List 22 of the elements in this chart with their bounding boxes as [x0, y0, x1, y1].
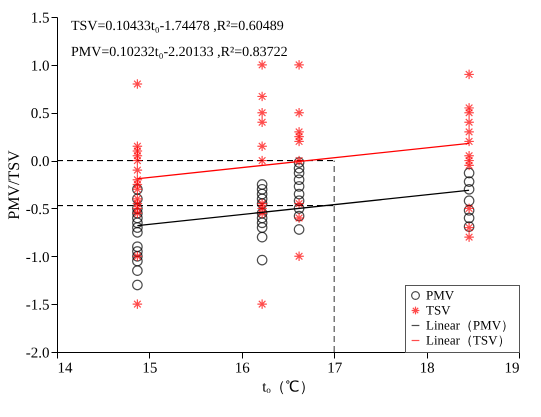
- y-tick-label: -1.5: [26, 298, 50, 314]
- x-axis-title: tₒ（℃）: [262, 380, 315, 396]
- annotation: TSV=0.10433t₀-1.74478 ,R²=0.60489: [71, 19, 284, 34]
- legend-label: Linear（PMV）: [426, 318, 514, 332]
- y-tick-label: 1.0: [30, 58, 50, 74]
- legend-label: PMV: [426, 288, 455, 302]
- annotation: PMV=0.10232t₀-2.20133 ,R²=0.83722: [71, 45, 288, 60]
- y-tick-label: -0.5: [26, 202, 50, 218]
- legend-label: TSV: [426, 302, 452, 318]
- legend-label: Linear（TSV）: [426, 332, 510, 348]
- x-tick-label: 14: [58, 360, 73, 376]
- x-tick-label: 15: [142, 360, 158, 376]
- x-tick-label: 18: [420, 360, 435, 376]
- y-tick-label: 1.5: [30, 10, 50, 26]
- y-tick-label: 0.5: [30, 106, 50, 122]
- y-tick-label: -1.0: [26, 250, 50, 266]
- x-tick-label: 19: [504, 360, 520, 376]
- y-tick-label: -2.0: [26, 346, 50, 362]
- y-tick-label: 0.0: [30, 154, 50, 170]
- x-tick-label: 16: [234, 360, 250, 376]
- y-axis-title: PMV/TSV: [6, 150, 23, 220]
- x-tick-label: 17: [327, 360, 343, 376]
